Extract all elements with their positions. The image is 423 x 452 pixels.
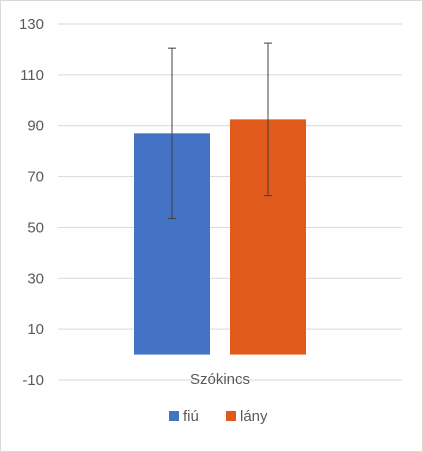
y-tick-label: 10: [27, 321, 44, 338]
y-tick-label: 130: [19, 16, 44, 33]
y-tick-label: 110: [20, 67, 44, 84]
y-tick-label: 50: [27, 219, 44, 236]
legend: fiú lány: [169, 408, 268, 425]
y-tick-label: -10: [22, 372, 44, 389]
x-category-label: Szókincs: [190, 371, 250, 388]
legend-swatch-fiú: [169, 411, 179, 421]
y-axis-ticks: -10 10 30 50 70 90 110 130: [19, 16, 44, 389]
y-tick-label: 30: [27, 270, 44, 287]
bars: [134, 119, 306, 355]
y-tick-label: 70: [27, 169, 44, 186]
y-tick-label: 90: [27, 118, 44, 135]
legend-label-fiú: fiú: [183, 408, 199, 425]
x-axis-categories: Szókincs: [190, 371, 250, 388]
legend-label-lány: lány: [240, 408, 268, 425]
legend-swatch-lány: [226, 411, 236, 421]
error-bars: [168, 42, 272, 220]
